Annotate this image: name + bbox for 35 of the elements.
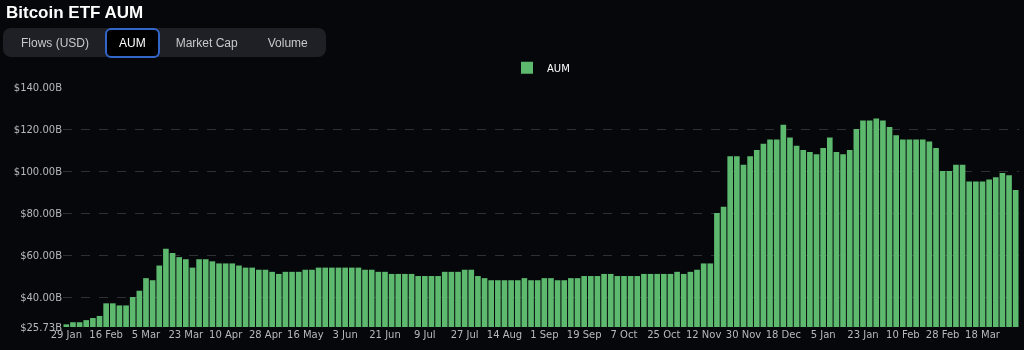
- legend-label: AUM: [547, 62, 570, 74]
- x-tick-label: 25 Oct: [647, 329, 681, 340]
- x-tick-label: 12 Nov: [685, 329, 722, 340]
- x-tick-label: 23 Jan: [847, 329, 879, 340]
- x-tick-label: 5 Mar: [131, 329, 162, 340]
- x-tick-label: 14 Aug: [486, 329, 523, 340]
- x-tick-label: 21 Jun: [369, 329, 401, 340]
- y-tick-label: $80.00B: [20, 207, 63, 219]
- x-tick-label: 28 Apr: [248, 329, 283, 340]
- x-tick-label: 16 Feb: [89, 329, 123, 340]
- y-tick-label: $100.00B: [13, 165, 63, 177]
- x-tick-label: 27 Jul: [450, 329, 479, 340]
- text: AUM: [105, 27, 160, 58]
- x-tick-label: 28 Feb: [925, 329, 960, 340]
- x-tick-label: 19 Sep: [566, 329, 602, 340]
- x-tick-label: 16 May: [287, 329, 324, 340]
- x-tick-label: 10 Feb: [886, 329, 920, 340]
- text: Volume: [266, 34, 309, 52]
- x-tick-label: 9 Jul: [414, 329, 436, 340]
- y-tick-label: $140.00B: [13, 81, 63, 93]
- y-tick-label: $40.00B: [20, 291, 63, 303]
- y-tick-label: $120.00B: [13, 123, 63, 135]
- x-tick-label: 5 Jan: [810, 329, 836, 340]
- x-tick-label: 3 Jun: [332, 329, 358, 340]
- x-tick-label: 23 Mar: [168, 329, 205, 340]
- text: Flows (USD): [20, 34, 90, 52]
- chart-title: Bitcoin ETF AUM: [6, 3, 144, 23]
- x-tick-label: 18 Dec: [765, 329, 801, 340]
- x-tick-label: 1 Sep: [530, 329, 559, 340]
- x-tick-label: 18 Mar: [965, 329, 1001, 340]
- x-tick-label: 10 Apr: [209, 329, 244, 340]
- text: Market Cap: [174, 34, 239, 52]
- y-tick-label: $60.00B: [20, 249, 63, 261]
- x-tick-label: 30 Nov: [725, 329, 762, 340]
- x-tick-label: 7 Oct: [610, 329, 638, 340]
